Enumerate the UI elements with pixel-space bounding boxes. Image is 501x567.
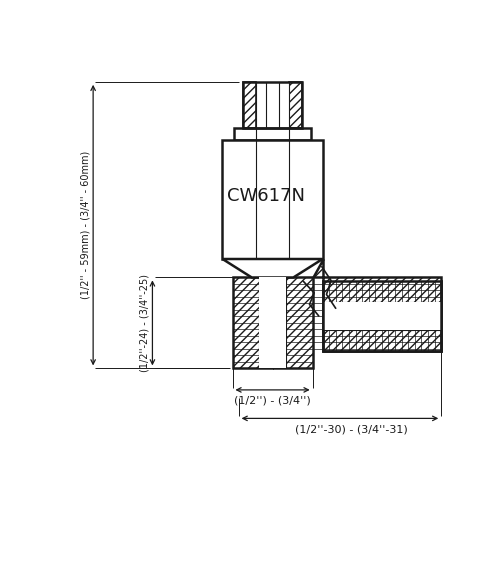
Bar	[243, 82, 302, 128]
Text: CW617N: CW617N	[227, 187, 306, 205]
Bar	[222, 141, 323, 259]
Text: (1/2'') - (3/4''): (1/2'') - (3/4'')	[234, 396, 311, 405]
Bar	[259, 277, 287, 369]
Bar	[290, 82, 302, 128]
Text: (1/2''-30) - (3/4''-31): (1/2''-30) - (3/4''-31)	[295, 424, 408, 434]
Text: (1/2'' - 59mm) - (3/4'' - 60mm): (1/2'' - 59mm) - (3/4'' - 60mm)	[81, 151, 91, 299]
Bar	[323, 281, 441, 350]
Bar	[256, 82, 290, 128]
Bar	[232, 277, 313, 369]
Bar	[323, 281, 441, 350]
Polygon shape	[222, 259, 323, 277]
Text: (1/2''-24) - (3/4''-25): (1/2''-24) - (3/4''-25)	[140, 274, 150, 372]
Polygon shape	[313, 259, 441, 350]
Bar	[234, 128, 311, 141]
Bar	[323, 302, 441, 330]
Bar	[243, 82, 256, 128]
